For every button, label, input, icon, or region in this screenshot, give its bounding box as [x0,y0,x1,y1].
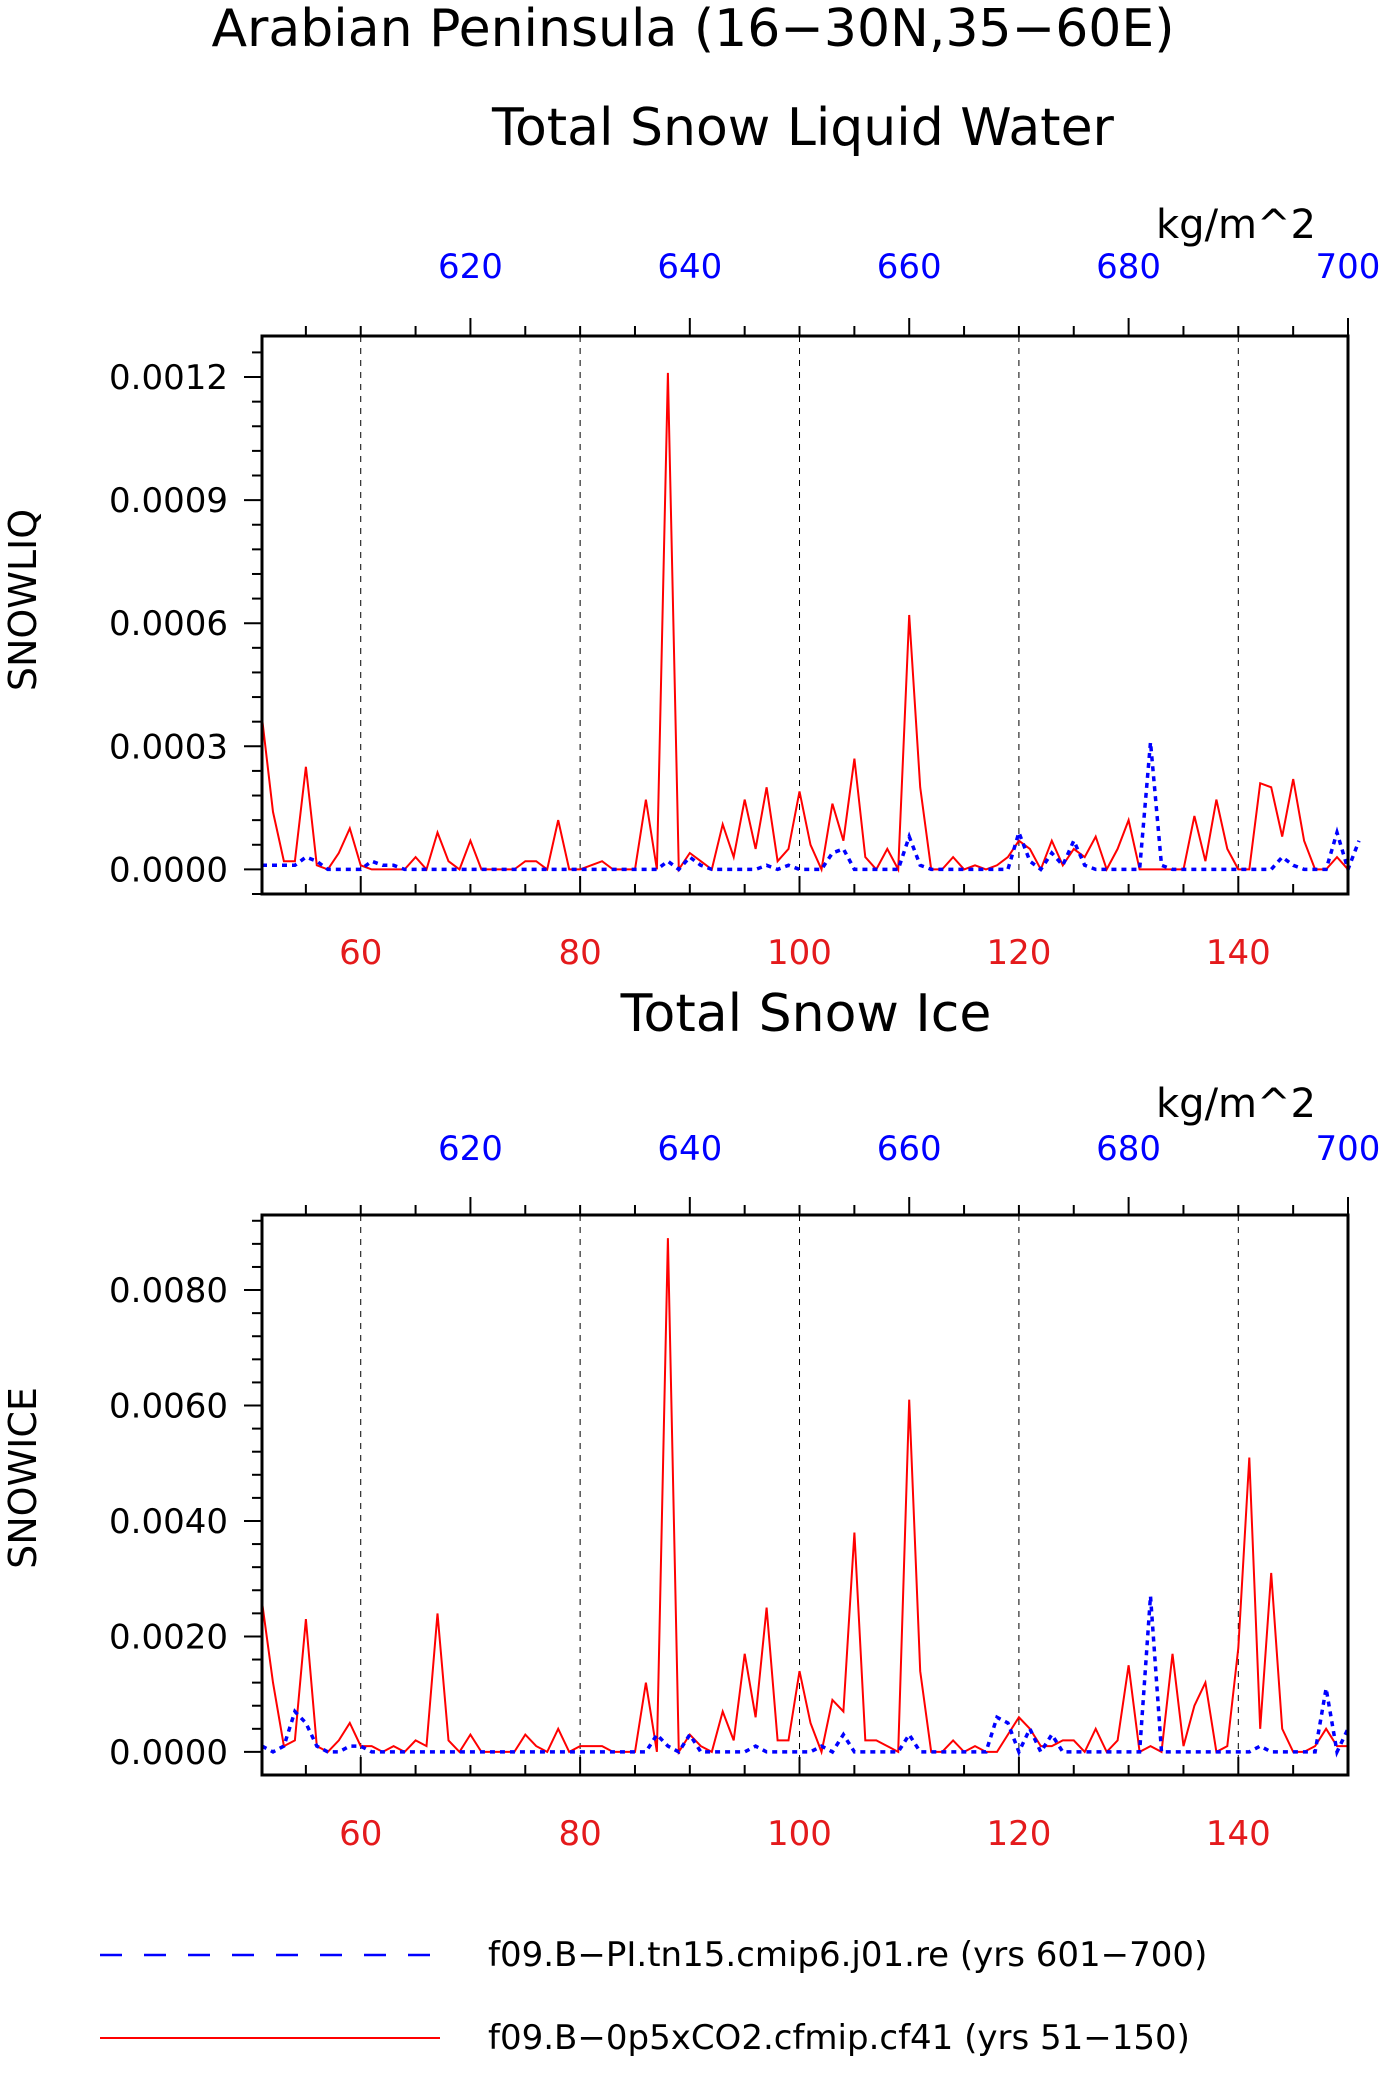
x-tick-label-top: 680 [1096,1129,1161,1169]
units-label-snowice: kg/m^2 [1156,1081,1316,1127]
ylabel-snowice: SNOWICE [1,1387,45,1569]
legend-label-red: f09.B−0p5xCO2.cfmip.cf41 (yrs 51−150) [488,2018,1190,2058]
y-tick-label: 0.0006 [109,604,228,644]
x-tick-label-bottom: 120 [986,1814,1051,1854]
series-line-blue-snowliq [262,742,1361,875]
y-tick-label: 0.0020 [109,1617,228,1657]
legend-label-blue: f09.B−PI.tn15.cmip6.j01.re (yrs 601−700) [488,1935,1207,1975]
y-tick-label: 0.0009 [109,481,228,521]
series-line-red-snowliq [261,372,1349,874]
x-tick-label-bottom: 60 [339,933,382,973]
x-tick-label-top: 620 [438,247,503,287]
snowliq-panel: Total Snow Liquid Water kg/m^2 SNOWLIQ 6… [1,98,1380,973]
series-line-red-snowice [261,1238,1348,1756]
x-tick-label-bottom: 100 [767,933,832,973]
plot-frame-snowice [260,1213,1350,1777]
ylabel-snowliq: SNOWLIQ [1,509,45,691]
x-tick-label-top: 620 [438,1129,503,1169]
y-tick-label: 0.0000 [109,1733,228,1773]
x-tick-label-top: 700 [1316,247,1381,287]
x-tick-label-top: 680 [1096,247,1161,287]
figure-title: Arabian Peninsula (16−30N,35−60E) [211,0,1174,59]
snowice-panel: Total Snow Ice kg/m^2 SNOWICE 60 80 100 120… [1,984,1380,1854]
x-tick-label-top: 700 [1316,1129,1381,1169]
x-tick-label-bottom: 140 [1206,1814,1271,1854]
y-tick-label: 0.0040 [109,1502,228,1542]
y-tick-label: 0.0000 [109,850,228,890]
x-tick-label-bottom: 80 [558,933,601,973]
x-tick-label-bottom: 60 [339,1814,382,1854]
plot-frame-snowliq [260,334,1350,896]
x-tick-label-top: 640 [657,247,722,287]
y-tick-label: 0.0012 [109,358,228,398]
y-tick-label: 0.0003 [109,727,228,767]
y-tick-label: 0.0060 [109,1387,228,1427]
x-tick-label-bottom: 80 [558,1814,601,1854]
x-tick-label-bottom: 140 [1206,933,1271,973]
x-tick-label-top: 660 [877,1129,942,1169]
panel-title-snowice: Total Snow Ice [620,984,992,1044]
x-tick-label-top: 640 [657,1129,722,1169]
x-tick-label-bottom: 100 [767,1814,832,1854]
series-line-blue-snowice [261,1595,1350,1758]
y-tick-label: 0.0080 [109,1271,228,1311]
legend: f09.B−PI.tn15.cmip6.j01.re (yrs 601−700)… [100,1935,1207,2058]
x-tick-label-top: 660 [877,247,942,287]
units-label-snowliq: kg/m^2 [1156,202,1316,248]
panel-title-snowliq: Total Snow Liquid Water [491,98,1115,158]
x-tick-label-bottom: 120 [986,933,1051,973]
